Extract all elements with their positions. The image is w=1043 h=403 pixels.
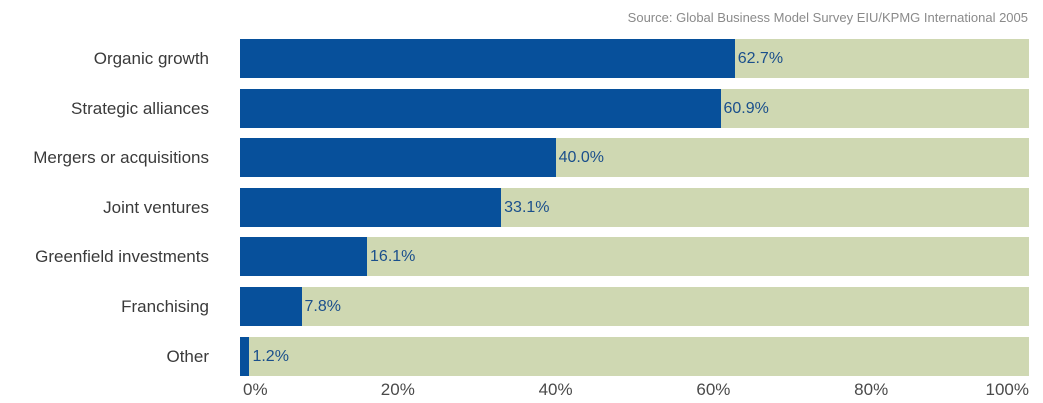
category-label: Strategic alliances <box>71 98 209 118</box>
x-tick-label: 20% <box>380 380 415 399</box>
bar-track: 60.9% <box>240 88 1029 128</box>
bar-track: 16.1% <box>240 237 1029 277</box>
value-label: 40.0% <box>558 149 604 167</box>
bar-track: 1.2% <box>240 336 1029 376</box>
bar-track: 33.1% <box>240 187 1029 227</box>
bar-track: 40.0% <box>240 138 1029 178</box>
category-label: Organic growth <box>93 49 209 68</box>
x-tick-label: 100% <box>985 380 1029 399</box>
bar-row: Greenfield investments 16.1% <box>0 237 1043 277</box>
bar-row: Joint ventures 33.1% <box>0 187 1043 227</box>
bar <box>240 88 721 128</box>
bar-row: Organic growth 62.7% <box>0 39 1043 78</box>
bar-row: Strategic alliances 60.9% <box>0 88 1043 128</box>
category-label: Other <box>166 346 209 366</box>
bar-row: Other 1.2% <box>0 336 1043 376</box>
category-label: Franchising <box>121 297 209 316</box>
bar-track: 7.8% <box>240 287 1029 326</box>
bar-row: Franchising 7.8% <box>0 287 1043 326</box>
source-note: Source: Global Business Model Survey EIU… <box>627 10 1028 25</box>
x-tick-label: 0% <box>243 380 268 399</box>
value-label: 7.8% <box>304 298 341 315</box>
category-label: Greenfield investments <box>35 247 209 267</box>
x-tick-label: 40% <box>538 380 573 399</box>
value-label: 62.7% <box>737 50 784 67</box>
value-label: 1.2% <box>252 347 289 365</box>
category-label: Mergers or acquisitions <box>33 148 209 168</box>
x-tick-label: 80% <box>854 380 889 399</box>
bar <box>240 138 556 178</box>
category-label: Joint ventures <box>103 197 209 217</box>
bar <box>240 39 735 78</box>
bar <box>240 336 250 376</box>
bar <box>240 237 368 277</box>
bar <box>240 287 302 326</box>
bar <box>240 187 502 227</box>
bar-track: 62.7% <box>240 39 1029 78</box>
value-label: 60.9% <box>723 99 769 117</box>
x-tick-label: 60% <box>696 380 731 399</box>
value-label: 33.1% <box>504 198 550 216</box>
bar-row: Mergers or acquisitions 40.0% <box>0 138 1043 178</box>
value-label: 16.1% <box>370 248 416 266</box>
